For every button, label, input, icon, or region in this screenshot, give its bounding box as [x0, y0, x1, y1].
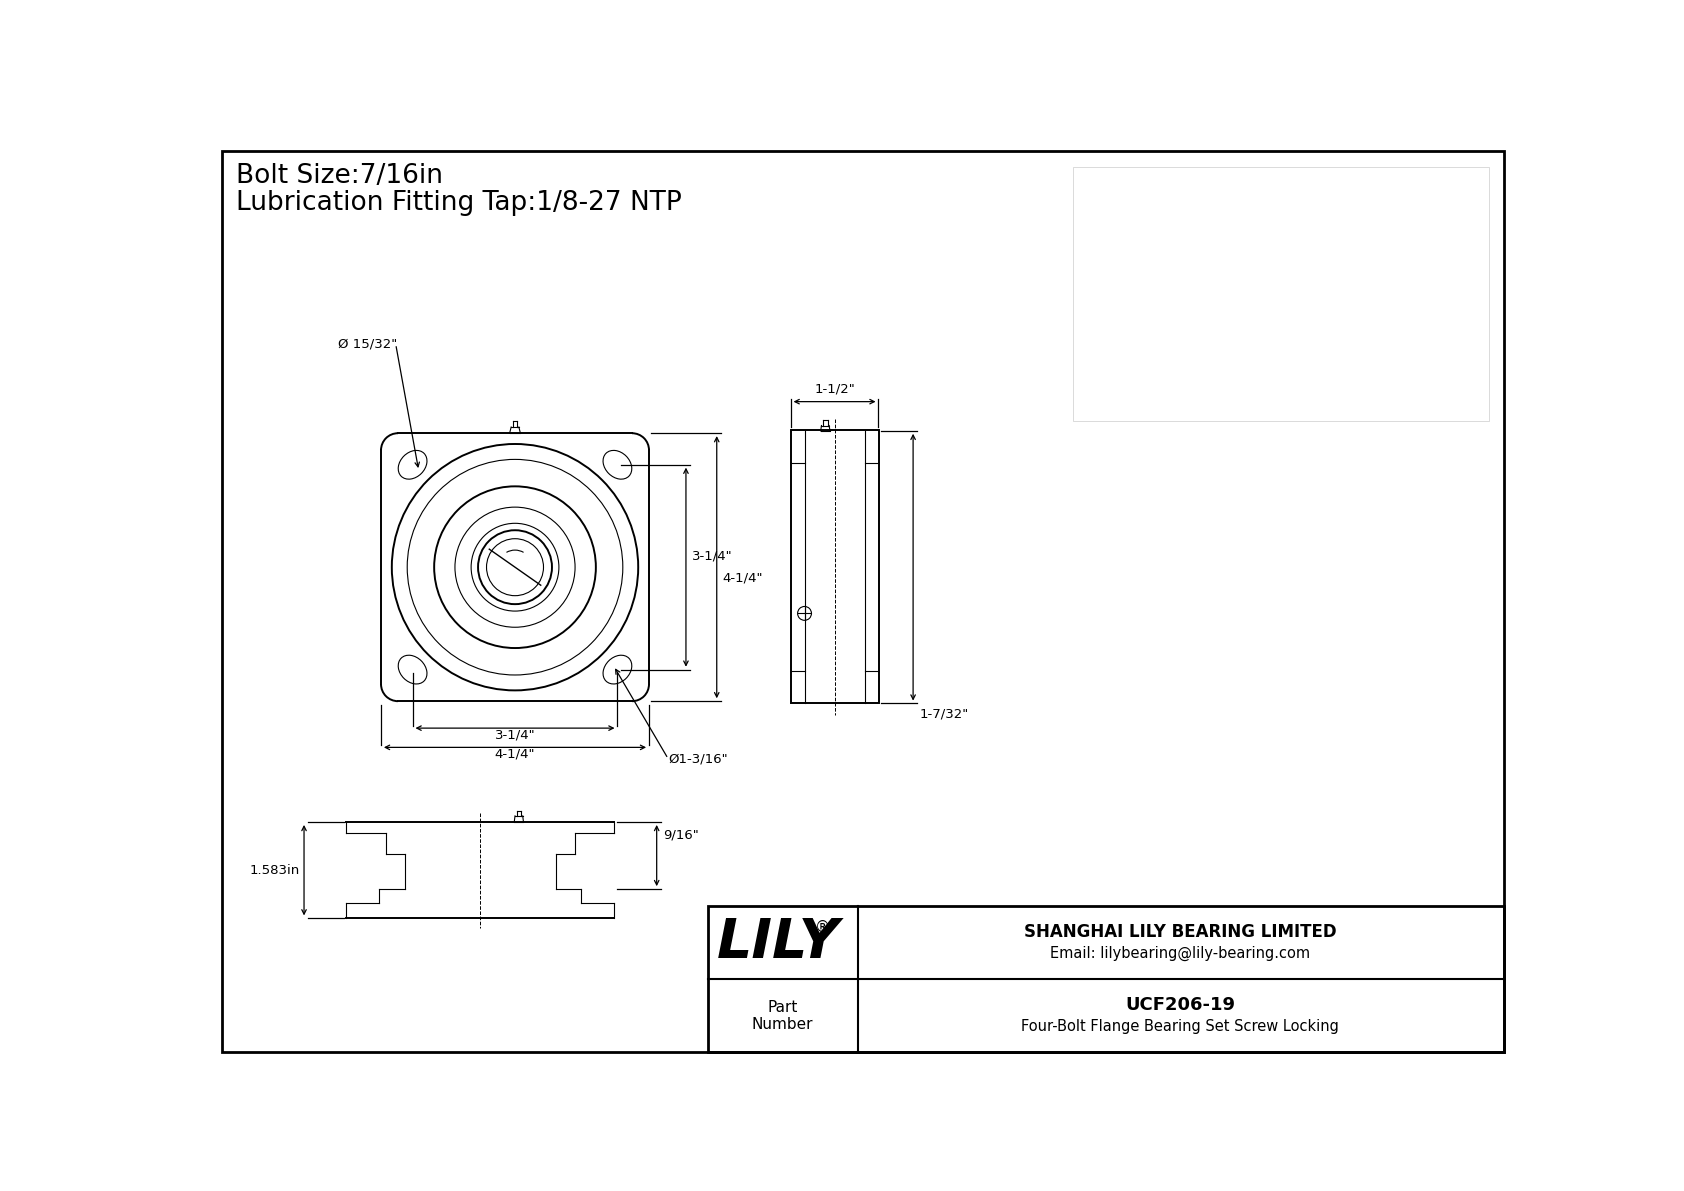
Text: 1.583in: 1.583in	[249, 863, 300, 877]
Text: Bolt Size:7/16in: Bolt Size:7/16in	[236, 163, 443, 189]
Text: 4-1/4": 4-1/4"	[722, 572, 763, 585]
Bar	[1073, 167, 1489, 420]
Text: LILY: LILY	[717, 916, 840, 969]
Text: 1-1/2": 1-1/2"	[813, 382, 855, 395]
Text: SHANGHAI LILY BEARING LIMITED: SHANGHAI LILY BEARING LIMITED	[1024, 923, 1337, 941]
Text: Lubrication Fitting Tap:1/8-27 NTP: Lubrication Fitting Tap:1/8-27 NTP	[236, 189, 682, 216]
Bar	[791, 430, 879, 704]
Text: 9/16": 9/16"	[663, 828, 699, 841]
Text: Ø1-3/16": Ø1-3/16"	[669, 753, 727, 766]
Text: 3-1/4": 3-1/4"	[692, 550, 733, 563]
Text: Ø 15/32": Ø 15/32"	[338, 337, 397, 350]
Text: UCF206-19: UCF206-19	[1125, 997, 1236, 1015]
Text: ®: ®	[815, 921, 830, 935]
Text: 1-7/32": 1-7/32"	[919, 707, 968, 721]
Text: Part
Number: Part Number	[751, 1000, 813, 1033]
Text: Email: lilybearing@lily-bearing.com: Email: lilybearing@lily-bearing.com	[1051, 946, 1310, 961]
Bar	[707, 906, 1504, 1053]
Text: 3-1/4": 3-1/4"	[495, 728, 536, 741]
Text: Four-Bolt Flange Bearing Set Screw Locking: Four-Bolt Flange Bearing Set Screw Locki…	[1022, 1019, 1339, 1034]
Text: 4-1/4": 4-1/4"	[495, 748, 536, 760]
